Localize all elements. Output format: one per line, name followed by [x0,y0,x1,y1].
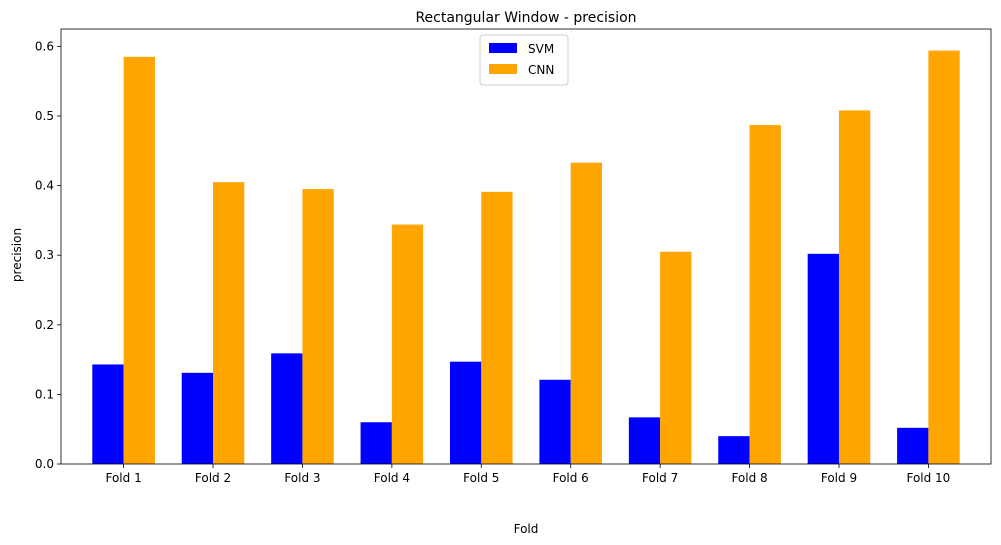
bar-cnn-5 [481,191,513,465]
bar-svm-9 [807,253,839,464]
legend-label-cnn: CNN [528,63,554,77]
bar-cnn-9 [838,110,871,465]
x-tick-label: Fold 10 [906,471,950,485]
x-tick-label: Fold 1 [105,471,141,485]
chart-title: Rectangular Window - precision [415,10,636,26]
x-axis-label: Fold [514,522,539,536]
x-tick-label: Fold 9 [821,471,857,485]
bar-svm-7 [628,417,661,464]
bar-svm-2 [181,372,214,464]
bar-cnn-2 [213,182,245,464]
y-tick-label: 0.4 [35,179,54,193]
x-tick-label: Fold 7 [642,471,678,485]
y-tick-label: 0.3 [35,248,54,262]
x-tick-label: Fold 8 [731,471,767,485]
y-tick-label: 0.5 [35,109,54,123]
bar-cnn-6 [570,162,603,464]
bar-svm-1 [92,364,124,464]
x-tick-label: Fold 5 [463,471,499,485]
bar-cnn-8 [749,125,781,465]
bar-svm-3 [271,353,303,464]
x-tick-label: Fold 2 [195,471,231,485]
x-tick-label: Fold 4 [374,471,410,485]
x-axis: Fold 1 Fold 2 Fold 3 Fold 4 Fold 5 Fold 6 Fold… [105,464,950,485]
bar-svm-10 [897,427,929,464]
bar-cnn-10 [928,50,960,464]
y-tick-label: 0.0 [35,457,54,471]
plot-area [60,28,992,465]
bar-svm-5 [449,361,482,464]
bar-cnn-4 [391,224,424,464]
y-tick-label: 0.2 [35,318,54,332]
bar-cnn-3 [302,189,334,464]
legend-swatch-svm [489,43,517,53]
x-tick-label: Fold 3 [284,471,320,485]
y-tick-label: 0.1 [35,387,54,401]
y-axis: 0.0 0.1 0.2 0.3 0.4 0.5 0.6 [35,39,61,471]
plot-frame [60,28,992,465]
y-axis-label: precision [10,228,24,282]
bar-cnn-7 [660,251,692,464]
legend-label-svm: SVM [528,42,554,56]
legend-box [479,34,569,86]
y-tick-label: 0.6 [35,39,54,53]
x-tick-label: Fold 6 [553,471,589,485]
legend-swatch-cnn [489,64,517,74]
bar-svm-4 [360,422,392,464]
bar-svm-6 [539,379,571,464]
legend: SVM CNN [479,34,569,86]
bar-svm-8 [718,436,750,464]
bar-cnn-1 [123,56,155,465]
